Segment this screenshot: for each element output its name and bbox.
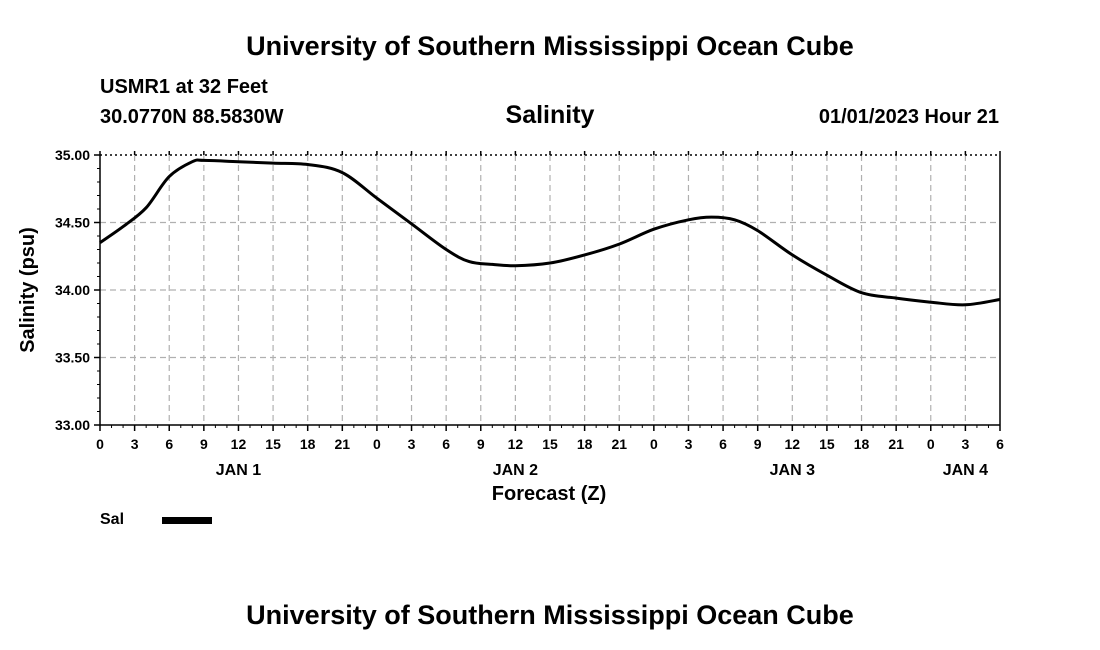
x-tick-label: 3 [961, 436, 969, 452]
y-tick-label: 34.50 [55, 215, 90, 231]
x-tick-label: 0 [927, 436, 935, 452]
footer-title: University of Southern Mississippi Ocean… [246, 600, 854, 630]
x-tick-label: 15 [265, 436, 281, 452]
x-tick-label: 18 [854, 436, 870, 452]
station-coordinates: 30.0770N 88.5830W [100, 106, 284, 128]
legend-swatch [162, 517, 212, 524]
x-tick-label: 6 [442, 436, 450, 452]
x-tick-label: 6 [165, 436, 173, 452]
page-title: University of Southern Mississippi Ocean… [246, 31, 854, 61]
x-tick-label: 9 [200, 436, 208, 452]
y-tick-label: 34.00 [55, 282, 90, 298]
label-layer: 0 3 6 9 12 15 18 21 0 3 6 9 12 15 18 21 0 3 6 9 12 15 18 21 0 3 6 3… [55, 147, 1004, 479]
x-tick-label: 0 [96, 436, 104, 452]
day-label: JAN 3 [770, 462, 815, 479]
station-label: USMR1 at 32 Feet [100, 76, 268, 98]
x-tick-label: 18 [577, 436, 593, 452]
series-layer [99, 158, 1001, 307]
x-tick-label: 0 [373, 436, 381, 452]
x-tick-label: 15 [819, 436, 835, 452]
day-label: JAN 4 [943, 462, 988, 479]
x-axis-title: Forecast (Z) [492, 483, 606, 505]
x-tick-label: 0 [650, 436, 658, 452]
y-tick-label: 33.00 [55, 417, 90, 433]
y-tick-label: 33.50 [55, 350, 90, 366]
x-tick-label: 3 [408, 436, 416, 452]
legend-label: Sal [100, 511, 125, 528]
x-tick-label: 9 [754, 436, 762, 452]
x-tick-label: 18 [300, 436, 316, 452]
x-tick-label: 3 [685, 436, 693, 452]
day-label: JAN 1 [216, 462, 261, 479]
x-tick-label: 12 [508, 436, 524, 452]
day-label: JAN 2 [493, 462, 538, 479]
grid-layer [100, 155, 1000, 425]
y-tick-label: 35.00 [55, 147, 90, 163]
y-axis-title: Salinity (psu) [17, 227, 39, 353]
axis-layer [94, 151, 1001, 431]
forecast-datetime: 01/01/2023 Hour 21 [818, 106, 999, 128]
x-tick-label: 15 [542, 436, 558, 452]
x-tick-label: 3 [131, 436, 139, 452]
x-tick-label: 21 [611, 436, 627, 452]
x-tick-label: 6 [996, 436, 1004, 452]
x-tick-label: 9 [477, 436, 485, 452]
salinity-series-line [99, 158, 1001, 307]
x-tick-label: 6 [719, 436, 727, 452]
x-tick-label: 21 [335, 436, 351, 452]
parameter-title: Salinity [505, 101, 595, 129]
x-tick-label: 21 [888, 436, 904, 452]
x-tick-label: 12 [231, 436, 247, 452]
x-tick-label: 12 [785, 436, 801, 452]
